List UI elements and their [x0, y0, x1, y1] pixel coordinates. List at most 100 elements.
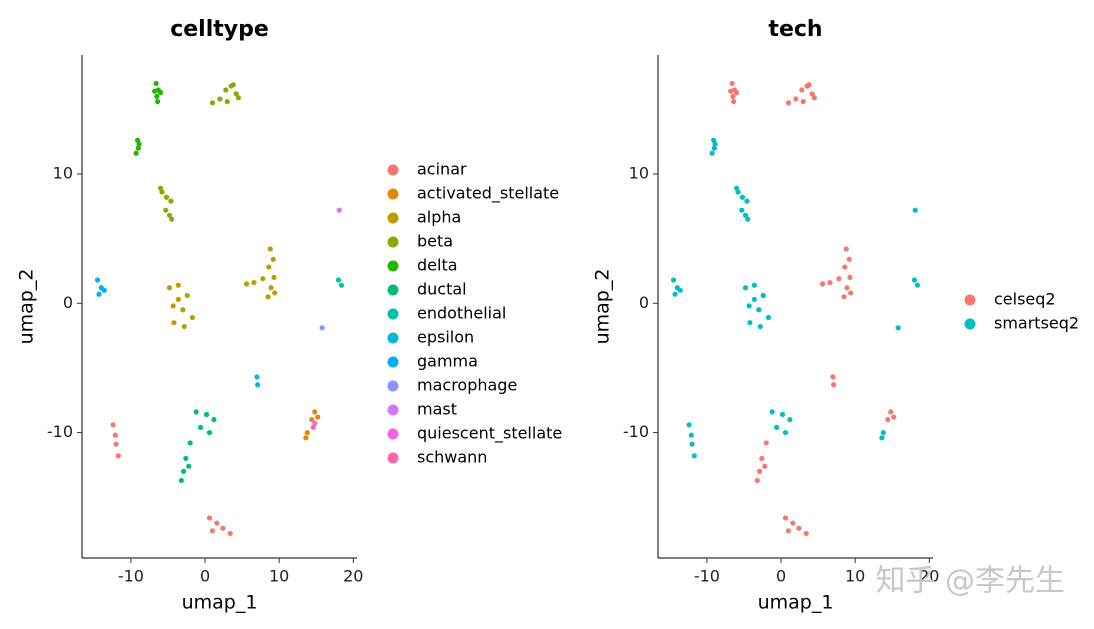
point [310, 424, 316, 431]
point [112, 432, 118, 438]
point [233, 91, 239, 97]
legend-key [387, 332, 399, 344]
legend-key [387, 452, 399, 464]
point [733, 89, 740, 96]
legend-label: activated_stellate [417, 184, 559, 204]
point [819, 281, 826, 287]
x-tick-label: -10 [694, 567, 720, 586]
legend-key [387, 212, 399, 224]
legend-key [387, 380, 399, 392]
point [197, 424, 204, 431]
point [206, 429, 213, 436]
point [847, 274, 853, 281]
point [756, 307, 762, 313]
point [338, 282, 345, 288]
legend-label: mast [417, 400, 457, 419]
point [254, 374, 260, 380]
legend-key [387, 428, 399, 440]
point [742, 212, 749, 218]
x-tick-label: 0 [776, 567, 786, 586]
point [799, 87, 805, 93]
point [760, 292, 766, 299]
point [729, 80, 735, 87]
legend-label: alpha [417, 208, 461, 227]
point [186, 463, 192, 469]
point [315, 414, 321, 420]
point [217, 96, 223, 102]
point [912, 207, 918, 213]
point [235, 95, 242, 101]
y-tick-label: -10 [623, 422, 649, 441]
point [157, 185, 164, 191]
point [230, 82, 236, 88]
chart-title: tech [768, 17, 822, 42]
point [895, 325, 901, 331]
point [163, 194, 170, 200]
point [691, 453, 697, 459]
point [891, 414, 897, 420]
point [163, 207, 169, 213]
point [733, 185, 740, 191]
legend-label: acinar [417, 160, 467, 179]
y-tick-label: 0 [63, 293, 73, 312]
legend-label: ductal [417, 280, 467, 299]
x-tick-label: -10 [118, 567, 144, 586]
point [335, 277, 342, 283]
point [203, 411, 210, 418]
point [180, 468, 187, 474]
point [110, 422, 116, 428]
legend-label: macrophage [417, 376, 517, 395]
point [677, 287, 683, 293]
point [169, 216, 175, 222]
point [742, 285, 749, 291]
point [911, 277, 918, 283]
legend-label: smartseq2 [994, 314, 1079, 333]
point [304, 429, 310, 436]
point [211, 417, 217, 423]
point [260, 276, 266, 282]
y-axis-title: umap_2 [16, 269, 38, 345]
point [153, 80, 159, 87]
point [785, 528, 792, 534]
point [754, 477, 760, 484]
point [790, 520, 796, 526]
point [193, 409, 199, 415]
point [189, 314, 196, 321]
point [251, 279, 257, 286]
point [209, 528, 216, 534]
point [224, 98, 230, 105]
point [255, 382, 261, 388]
x-tick-label: 10 [845, 567, 865, 586]
point [220, 525, 226, 531]
x-tick-label: 0 [200, 567, 210, 586]
point [688, 432, 694, 438]
point [303, 435, 309, 441]
point [271, 274, 277, 281]
point [782, 515, 789, 521]
point [319, 325, 325, 331]
point [168, 198, 174, 204]
chart-title: celltype [170, 17, 269, 42]
point [96, 291, 102, 297]
x-tick-label: 10 [269, 567, 289, 586]
point [796, 525, 802, 531]
legend-key [964, 318, 976, 330]
legend-label: schwann [417, 448, 487, 467]
legend-label: beta [417, 232, 453, 251]
point [739, 194, 746, 200]
legend-key [387, 308, 399, 320]
point [227, 530, 233, 537]
point [888, 409, 894, 415]
point [115, 453, 121, 459]
point [270, 256, 276, 262]
point [157, 89, 164, 96]
point [842, 264, 848, 270]
point [175, 296, 181, 302]
legend-key [387, 260, 399, 272]
point [184, 292, 190, 299]
x-tick-label: 20 [919, 567, 939, 586]
point [846, 256, 852, 262]
point [747, 320, 753, 326]
point [787, 417, 793, 423]
legend-key [964, 294, 976, 306]
